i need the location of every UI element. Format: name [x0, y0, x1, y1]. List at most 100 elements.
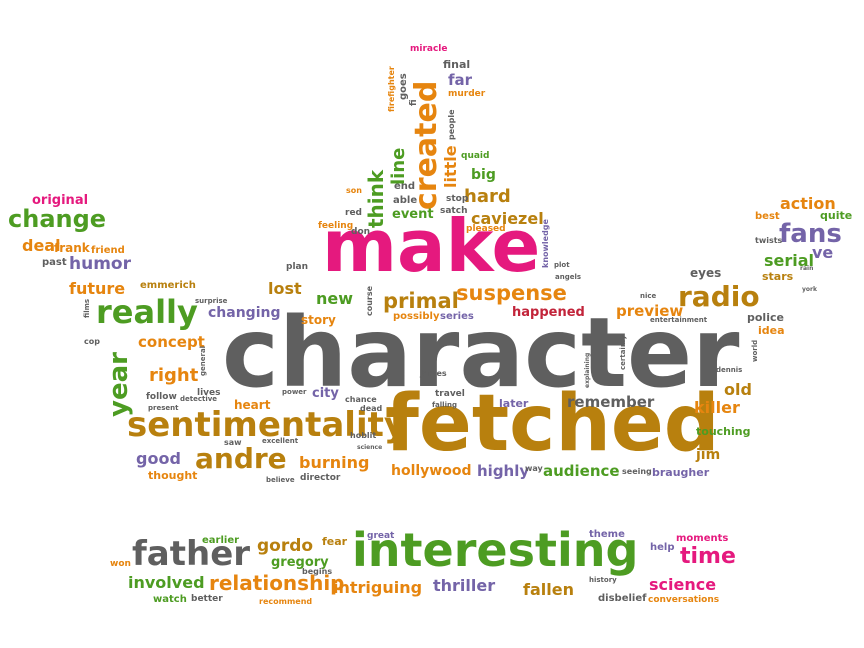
cloud-word-killer: killer	[694, 398, 740, 417]
cloud-word-humor: humor	[69, 254, 131, 274]
cloud-word-really: really	[96, 293, 198, 331]
cloud-word-films: films	[83, 298, 91, 318]
cloud-word-seeing: seeing	[622, 467, 652, 476]
cloud-word-better: better	[191, 594, 223, 604]
cloud-word-fetched: fetched	[385, 379, 720, 469]
cloud-word-primal: primal	[383, 289, 459, 313]
cloud-word-ve: ve	[812, 243, 834, 262]
cloud-word-rain: rain	[800, 265, 814, 272]
cloud-word-quaid: quaid	[461, 151, 490, 161]
cloud-word-big: big	[471, 167, 496, 183]
cloud-word-final: final	[443, 58, 471, 71]
cloud-word-friend: friend	[91, 245, 125, 256]
cloud-word-make: make	[322, 204, 541, 288]
cloud-word-knowledge: knowledge	[541, 219, 550, 268]
cloud-word-jim: jim	[696, 447, 721, 463]
cloud-word-possibly: possibly	[393, 311, 440, 322]
cloud-word-lives: lives	[197, 388, 221, 398]
cloud-word-twists: twists	[755, 236, 783, 245]
cloud-word-change: change	[8, 205, 107, 233]
cloud-word-york: york	[802, 286, 817, 293]
cloud-word-plot: plot	[554, 261, 570, 269]
cloud-word-deal: deal	[22, 236, 61, 255]
cloud-word-radio: radio	[678, 280, 760, 313]
cloud-word-dennis: dennis	[716, 366, 743, 374]
cloud-word-plan: plan	[286, 262, 309, 272]
cloud-word-right: right	[149, 365, 199, 386]
cloud-word-gordo: gordo	[257, 536, 314, 556]
cloud-word-son: son	[346, 186, 362, 195]
cloud-word-excellent: excellent	[262, 437, 299, 445]
cloud-word-hoblit: hoblit	[350, 431, 377, 440]
cloud-word-interesting: interesting	[352, 523, 639, 577]
cloud-word-recommend: recommend	[259, 597, 313, 606]
cloud-word-heart: heart	[234, 398, 271, 412]
cloud-word-time: time	[680, 544, 736, 569]
cloud-word-year: year	[104, 352, 134, 417]
cloud-word-way: way	[525, 464, 543, 473]
cloud-word-burning: burning	[299, 453, 370, 472]
cloud-word-great: great	[367, 531, 395, 541]
cloud-word-earlier: earlier	[202, 535, 240, 546]
cloud-word-cop: cop	[84, 337, 100, 346]
cloud-word-conversations: conversations	[648, 595, 720, 605]
cloud-word-story: story	[301, 313, 336, 327]
cloud-word-series: series	[440, 311, 474, 322]
cloud-word-don: don	[351, 227, 371, 237]
cloud-word-miracle: miracle	[410, 44, 448, 54]
cloud-word-follow: follow	[146, 392, 177, 402]
cloud-word-frank: frank	[54, 241, 90, 255]
cloud-word-line: line	[388, 147, 409, 185]
cloud-word-detective: detective	[180, 395, 218, 403]
cloud-word-character: character	[222, 297, 740, 409]
cloud-word-history: history	[589, 576, 617, 584]
cloud-word-relationship: relationship	[209, 571, 345, 595]
cloud-word-caviezel: caviezel	[471, 209, 544, 228]
cloud-word-far: far	[448, 71, 473, 89]
cloud-word-idea: idea	[758, 324, 785, 337]
cloud-word-concept: concept	[138, 333, 205, 351]
cloud-word-andre: andre	[195, 442, 287, 475]
cloud-word-pleased: pleased	[466, 224, 506, 234]
cloud-word-new: new	[316, 289, 354, 308]
cloud-word-good: good	[136, 449, 181, 468]
cloud-word-nice: nice	[640, 292, 657, 300]
cloud-word-science: science	[357, 444, 383, 451]
cloud-word-remember: remember	[567, 393, 655, 411]
cloud-word-won: won	[110, 559, 131, 569]
cloud-word-world: world	[751, 339, 759, 362]
cloud-word-father: father	[132, 534, 251, 574]
cloud-word-help: help	[650, 542, 675, 553]
cloud-word-feeling: feeling	[318, 221, 354, 231]
cloud-word-future: future	[69, 279, 126, 298]
cloud-word-quite: quite	[820, 209, 853, 222]
cloud-word-james: james	[420, 369, 447, 378]
cloud-word-firefighter: firefighter	[387, 66, 396, 112]
cloud-word-action: action	[780, 194, 836, 213]
cloud-word-thriller: thriller	[433, 576, 496, 595]
cloud-word-goes: goes	[398, 73, 409, 100]
cloud-word-general: general	[199, 345, 207, 376]
cloud-word-suspense: suspense	[456, 281, 567, 305]
cloud-word-fallen: fallen	[523, 580, 574, 599]
cloud-word-braugher: braugher	[652, 466, 710, 479]
cloud-word-director: director	[300, 473, 341, 483]
cloud-word-event: event	[392, 207, 434, 222]
cloud-word-think: think	[364, 169, 388, 228]
cloud-word-moments: moments	[676, 533, 729, 544]
cloud-word-happened: happened	[512, 305, 585, 320]
cloud-word-thought: thought	[148, 469, 198, 482]
cloud-word-little: little	[441, 145, 460, 188]
cloud-word-present: present	[148, 404, 179, 412]
cloud-word-satch: satch	[440, 206, 468, 216]
cloud-word-preview: preview	[616, 302, 684, 320]
cloud-word-people: people	[447, 109, 456, 140]
cloud-word-watch: watch	[153, 594, 187, 605]
cloud-word-theme: theme	[589, 529, 625, 540]
cloud-word-explaining: explaining	[584, 352, 591, 388]
cloud-word-surprise: surprise	[195, 297, 228, 305]
cloud-word-stars: stars	[762, 270, 794, 283]
cloud-word-course: course	[365, 285, 374, 316]
cloud-word-end: end	[394, 181, 416, 192]
